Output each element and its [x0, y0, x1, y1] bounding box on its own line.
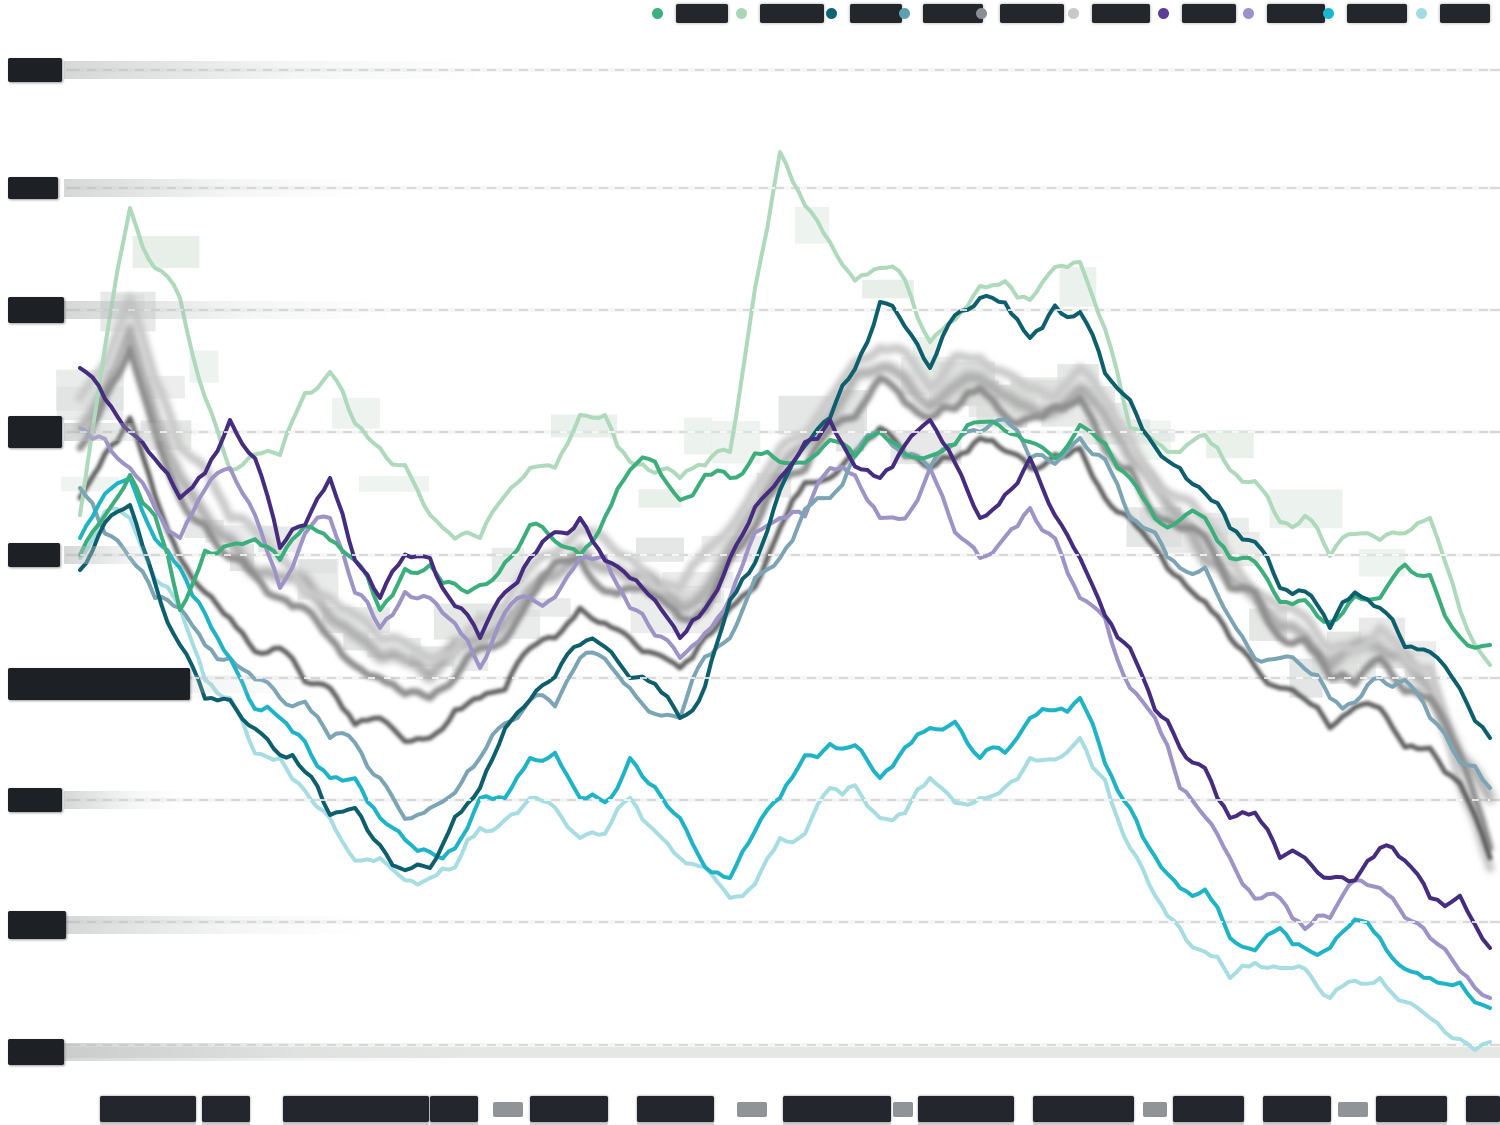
mosaic-block — [635, 537, 685, 562]
x-axis-label-separator-redacted — [1338, 1102, 1368, 1117]
legend-dot-icon — [1158, 7, 1169, 19]
series-line-dark-teal — [78, 293, 1492, 873]
legend-item-series-cyan[interactable] — [1323, 2, 1407, 24]
x-axis-label-redacted — [530, 1096, 608, 1122]
legend-item-series-green[interactable] — [652, 2, 728, 24]
x-axis-label-redacted — [918, 1096, 1014, 1122]
y-axis-label-redacted — [8, 543, 60, 567]
x-axis-label-separator-redacted — [493, 1102, 523, 1117]
legend-item-series-pale-cyan[interactable] — [1416, 2, 1490, 24]
chart-legend — [0, 0, 1500, 28]
legend-item-series-steel-teal[interactable] — [899, 2, 983, 24]
mosaic-block — [683, 417, 713, 455]
y-label-smear — [64, 61, 484, 79]
legend-dot-icon — [1416, 7, 1427, 19]
mosaic-block — [550, 414, 618, 438]
y-label-smear — [64, 1043, 484, 1061]
x-axis-label-redacted — [100, 1096, 196, 1122]
y-label-smear — [64, 546, 194, 564]
legend-label-redacted — [1267, 3, 1325, 23]
legend-dot-icon — [736, 7, 747, 19]
legend-label-redacted — [1440, 3, 1490, 23]
series-line-pale-cyan — [78, 506, 1492, 1053]
legend-dot-icon — [899, 7, 910, 19]
x-axis-label-separator-redacted — [893, 1102, 913, 1117]
legend-item-series-lavender[interactable] — [1243, 2, 1325, 24]
legend-label-redacted — [1182, 3, 1236, 23]
legend-item-series-gray[interactable] — [976, 2, 1064, 24]
series-line-pale-green — [78, 150, 1492, 667]
mosaic-block — [638, 489, 682, 508]
x-axis-label-redacted — [1173, 1096, 1244, 1122]
legend-label-redacted — [850, 3, 902, 23]
baseline-band — [66, 1047, 1500, 1058]
x-axis-label-separator-redacted — [737, 1102, 767, 1117]
y-axis-label-redacted — [8, 668, 190, 700]
x-axis-label-redacted — [783, 1096, 891, 1122]
y-label-smear — [64, 916, 364, 934]
legend-label-redacted — [923, 3, 983, 23]
legend-item-series-light-gray[interactable] — [1068, 2, 1150, 24]
series-line-steel-teal — [78, 417, 1492, 821]
legend-item-series-dark-teal[interactable] — [826, 2, 902, 24]
x-axis-label-redacted — [637, 1096, 714, 1122]
x-axis-label-redacted — [1376, 1096, 1447, 1122]
y-axis-label-redacted — [8, 911, 66, 939]
legend-label-redacted — [1092, 3, 1150, 23]
series-line-green — [78, 419, 1492, 650]
y-axis-label-redacted — [8, 788, 62, 812]
x-axis-label-redacted — [283, 1096, 429, 1122]
x-axis-label-redacted — [202, 1096, 250, 1122]
y-axis-label-redacted — [8, 297, 64, 323]
y-label-smear — [64, 179, 364, 197]
y-axis-label-redacted — [8, 177, 58, 199]
x-axis-label-redacted — [1263, 1096, 1331, 1122]
legend-label-redacted — [1347, 3, 1407, 23]
x-axis-label-redacted — [430, 1096, 478, 1122]
y-label-smear — [64, 423, 214, 441]
y-axis-label-redacted — [8, 1039, 64, 1065]
x-axis-label-redacted — [1466, 1096, 1500, 1122]
series-line-purple — [78, 366, 1492, 950]
legend-label-redacted — [760, 3, 824, 23]
legend-label-redacted — [1000, 3, 1064, 23]
mosaic-block — [862, 279, 914, 299]
y-axis-label-redacted — [8, 416, 62, 448]
legend-dot-icon — [976, 7, 987, 19]
legend-dot-icon — [1323, 7, 1334, 19]
legend-label-redacted — [676, 3, 728, 23]
y-axis-label-redacted — [8, 58, 62, 82]
x-axis-label-separator-redacted — [1143, 1102, 1167, 1117]
legend-dot-icon — [1243, 7, 1254, 19]
legend-item-series-purple[interactable] — [1158, 2, 1236, 24]
legend-dot-icon — [652, 7, 663, 19]
series-line-lavender — [78, 426, 1492, 1000]
y-label-smear — [64, 301, 394, 319]
legend-dot-icon — [826, 7, 837, 19]
legend-dot-icon — [1068, 7, 1079, 19]
y-label-smear — [64, 791, 184, 809]
x-axis-label-redacted — [1033, 1096, 1134, 1122]
series-line-light-gray — [75, 293, 1495, 873]
series-line-cyan — [78, 476, 1492, 1010]
legend-item-series-pale-green[interactable] — [736, 2, 824, 24]
